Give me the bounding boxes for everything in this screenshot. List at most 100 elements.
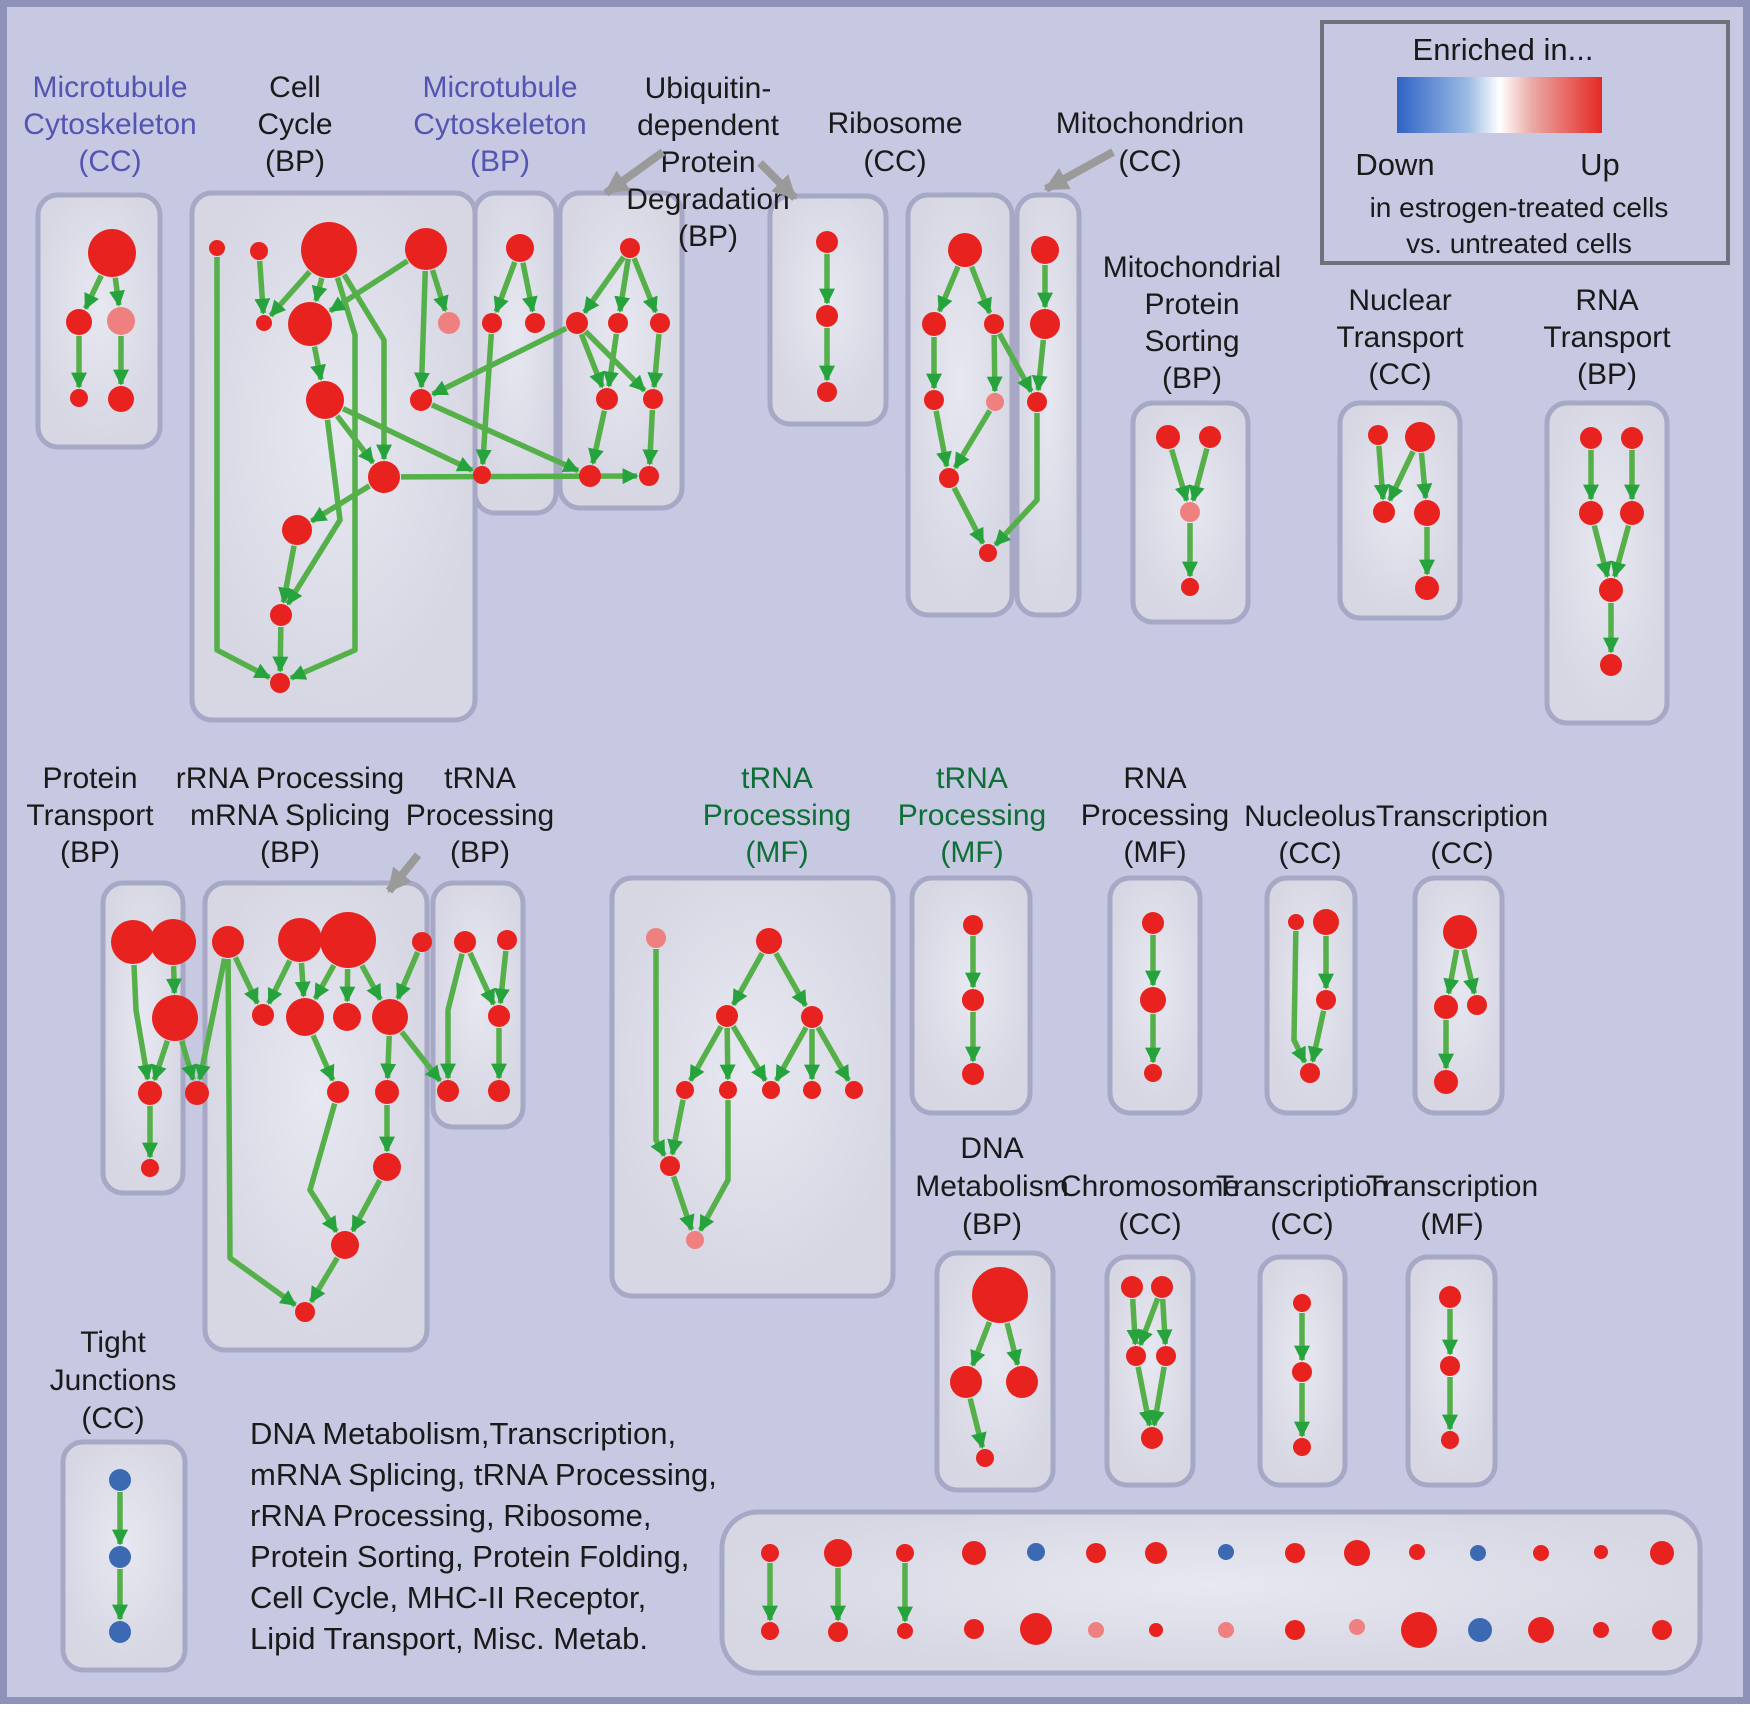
group-label-mitochondrial-protein-sorting-bp: Sorting xyxy=(1144,325,1239,358)
go-term-node xyxy=(1180,502,1200,522)
go-term-node xyxy=(270,673,290,693)
group-label-mitochondrion-cc: (CC) xyxy=(1118,145,1181,178)
group-box-nuclear-transport-cc xyxy=(1340,403,1460,618)
group-label-mitochondrial-protein-sorting-bp: Protein xyxy=(1144,288,1239,321)
edge-arrow xyxy=(650,410,653,464)
group-label-trna-processing-mf-small: (MF) xyxy=(940,836,1003,869)
go-term-node xyxy=(816,231,838,253)
go-term-node xyxy=(1468,1618,1492,1642)
go-term-node xyxy=(817,382,837,402)
group-label-rrna-processing-mrna-splicing-bp: rRNA Processing xyxy=(176,762,404,795)
group-label-cell-cycle-bp: Cell xyxy=(269,71,321,104)
go-term-node xyxy=(109,1469,131,1491)
group-label-rna-processing-mf: (MF) xyxy=(1123,836,1186,869)
group-box-microtubule-cytoskeleton-cc xyxy=(38,195,160,447)
go-term-node xyxy=(497,930,517,950)
misc-pathways-text-line: rRNA Processing, Ribosome, xyxy=(250,1498,651,1533)
go-term-node xyxy=(506,234,534,262)
group-label-nuclear-transport-cc: Transport xyxy=(1336,321,1464,354)
edge-arrow xyxy=(401,476,637,477)
go-term-node xyxy=(1144,1064,1162,1082)
go-term-node xyxy=(286,998,324,1036)
go-term-node xyxy=(1349,1619,1365,1635)
go-term-node xyxy=(327,1081,349,1103)
go-term-node xyxy=(1415,576,1439,600)
go-term-node xyxy=(1599,578,1623,602)
group-label-nuclear-transport-cc: (CC) xyxy=(1368,358,1431,391)
go-term-node xyxy=(1300,1063,1320,1083)
go-term-node xyxy=(660,1156,680,1176)
go-term-node xyxy=(976,1449,994,1467)
go-term-node xyxy=(331,1231,359,1259)
go-term-node xyxy=(1373,501,1395,523)
go-term-node xyxy=(306,381,344,419)
go-term-node xyxy=(762,1081,780,1099)
group-label-nucleolus-cc: Nucleolus xyxy=(1244,800,1376,833)
group-label-rna-processing-mf: RNA xyxy=(1123,762,1186,795)
go-term-node xyxy=(1443,915,1477,949)
group-label-mitochondrial-protein-sorting-bp: Mitochondrial xyxy=(1103,251,1281,284)
go-term-node xyxy=(70,389,88,407)
go-term-node xyxy=(939,468,959,488)
go-term-node xyxy=(922,312,946,336)
go-term-node xyxy=(256,315,272,331)
group-label-protein-transport-bp: Transport xyxy=(26,799,154,832)
group-label-transcription-mf: Transcription xyxy=(1366,1170,1538,1203)
go-term-node xyxy=(150,919,196,965)
go-term-node xyxy=(488,1080,510,1102)
group-box-transcription-cc-upper xyxy=(1415,878,1502,1113)
group-label-ribosome-cc: (CC) xyxy=(863,145,926,178)
go-term-node xyxy=(438,312,460,334)
go-term-node xyxy=(1528,1617,1554,1643)
go-term-node xyxy=(1121,1276,1143,1298)
go-term-node xyxy=(1621,427,1643,449)
go-term-node xyxy=(761,1622,779,1640)
group-label-transcription-cc-upper: (CC) xyxy=(1430,837,1493,870)
group-label-ubiquitin-degradation-bp-a: Ubiquitin- xyxy=(645,72,772,105)
group-label-ribosome-cc: Ribosome xyxy=(827,107,962,140)
misc-pathways-text-line: Lipid Transport, Misc. Metab. xyxy=(250,1621,648,1656)
go-term-node xyxy=(1218,1622,1234,1638)
group-label-nuclear-transport-cc: Nuclear xyxy=(1348,284,1451,317)
go-term-node xyxy=(66,309,92,335)
go-term-node xyxy=(828,1622,848,1642)
go-term-node xyxy=(756,928,782,954)
go-term-node xyxy=(1313,909,1339,935)
go-term-node xyxy=(1285,1620,1305,1640)
legend-title: Enriched in... xyxy=(1413,32,1594,67)
edge-arrow xyxy=(1133,1299,1136,1344)
go-term-node xyxy=(1467,995,1487,1015)
go-term-node xyxy=(719,1081,737,1099)
edge-arrow xyxy=(260,261,264,313)
group-box-chromosome-cc xyxy=(1107,1257,1193,1485)
go-term-node xyxy=(212,926,244,958)
go-term-node xyxy=(1020,1613,1052,1645)
group-label-cell-cycle-bp: Cycle xyxy=(257,108,332,141)
go-term-node xyxy=(1149,1623,1163,1637)
group-label-dna-metabolism-bp: DNA xyxy=(960,1132,1023,1165)
group-label-rna-transport-bp: (BP) xyxy=(1577,358,1637,391)
edge-arrow xyxy=(994,335,995,391)
go-term-node xyxy=(1579,501,1603,525)
go-term-node xyxy=(368,461,400,493)
group-label-rrna-processing-mrna-splicing-bp: mRNA Splicing xyxy=(190,799,390,832)
group-label-tight-junctions-cc: (CC) xyxy=(81,1402,144,1435)
go-term-node xyxy=(650,313,670,333)
go-term-node xyxy=(1580,427,1602,449)
edge-arrow xyxy=(727,1028,728,1079)
go-term-node xyxy=(716,1005,738,1027)
group-label-mitochondrion-cc: Mitochondrion xyxy=(1056,107,1244,140)
group-label-trna-processing-mf-large: tRNA xyxy=(741,762,813,795)
go-term-node xyxy=(972,1267,1028,1323)
go-term-node xyxy=(1440,1356,1460,1376)
group-label-tight-junctions-cc: Junctions xyxy=(50,1364,177,1397)
go-term-node xyxy=(1218,1544,1234,1560)
group-label-transcription-cc-lower: (CC) xyxy=(1270,1208,1333,1241)
go-term-node xyxy=(1439,1286,1461,1308)
go-term-node xyxy=(482,313,502,333)
group-label-protein-transport-bp: (BP) xyxy=(60,836,120,869)
go-term-node xyxy=(1293,1294,1311,1312)
go-term-node xyxy=(320,912,376,968)
